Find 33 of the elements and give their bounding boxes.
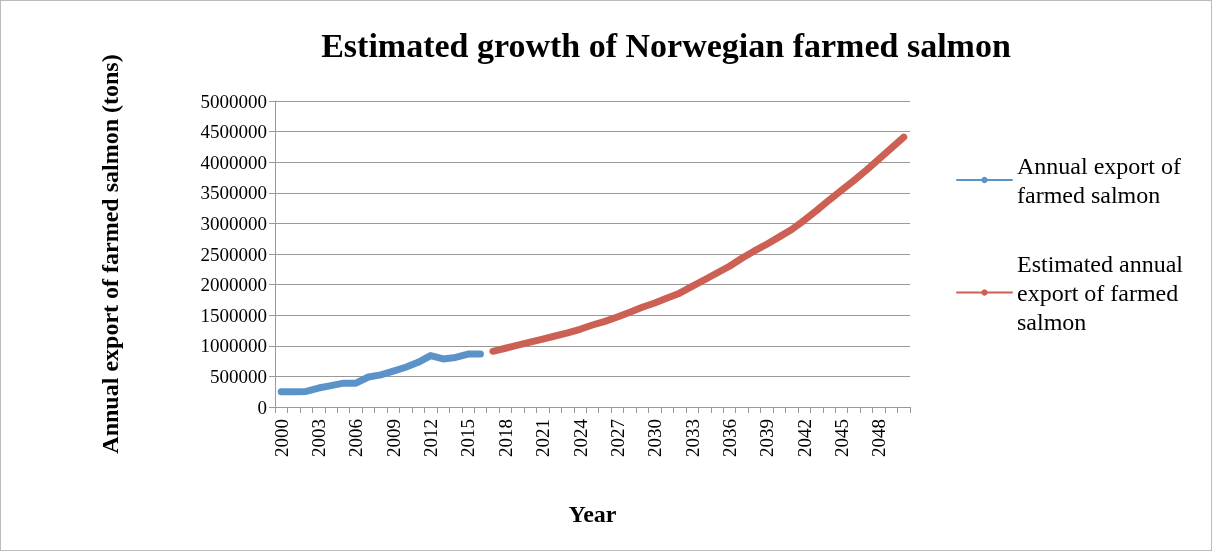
- y-tick-label: 3500000: [200, 182, 267, 204]
- legend-label: Annual export of farmed salmon: [1017, 152, 1187, 208]
- x-tick-label: 2015: [457, 419, 479, 457]
- x-tick-label: 2024: [569, 418, 591, 457]
- y-tick-label: 1000000: [200, 335, 267, 357]
- x-tick-label: 2006: [345, 419, 367, 457]
- y-axis-title: Annual export of farmed salmon (tons): [97, 54, 123, 454]
- chart-title: Estimated growth of Norwegian farmed salmon: [321, 26, 1011, 64]
- x-tick-label: 2012: [420, 419, 442, 457]
- x-tick-label: 2036: [718, 419, 740, 457]
- x-tick-label: 2018: [494, 419, 516, 457]
- x-tick-label: 2009: [382, 419, 404, 457]
- x-tick-label: 2027: [606, 419, 628, 457]
- x-tick-label: 2030: [644, 419, 666, 457]
- y-tick-label: 4000000: [200, 151, 267, 173]
- y-tick-label: 2500000: [200, 243, 267, 265]
- y-tick-label: 5000000: [200, 90, 267, 112]
- x-tick-label: 2021: [532, 419, 554, 457]
- y-tick-label: 0: [257, 396, 267, 418]
- x-tick-label: 2048: [868, 419, 890, 457]
- x-tick-label: 2042: [793, 419, 815, 457]
- x-axis-title: Year: [568, 501, 617, 527]
- legend-label: Estimated annual export of farmed salmon: [1017, 250, 1189, 335]
- y-tick-label: 2000000: [200, 274, 267, 296]
- x-tick-label: 2039: [756, 419, 778, 457]
- x-tick-label: 2000: [270, 419, 292, 457]
- x-tick-label: 2003: [308, 419, 330, 457]
- x-tick-label: 2045: [831, 419, 853, 457]
- y-tick-label: 500000: [210, 365, 267, 387]
- x-tick-label: 2033: [681, 419, 703, 457]
- y-tick-label: 3000000: [200, 212, 267, 234]
- y-tick-label: 4500000: [200, 121, 267, 143]
- y-tick-label: 1500000: [200, 304, 267, 326]
